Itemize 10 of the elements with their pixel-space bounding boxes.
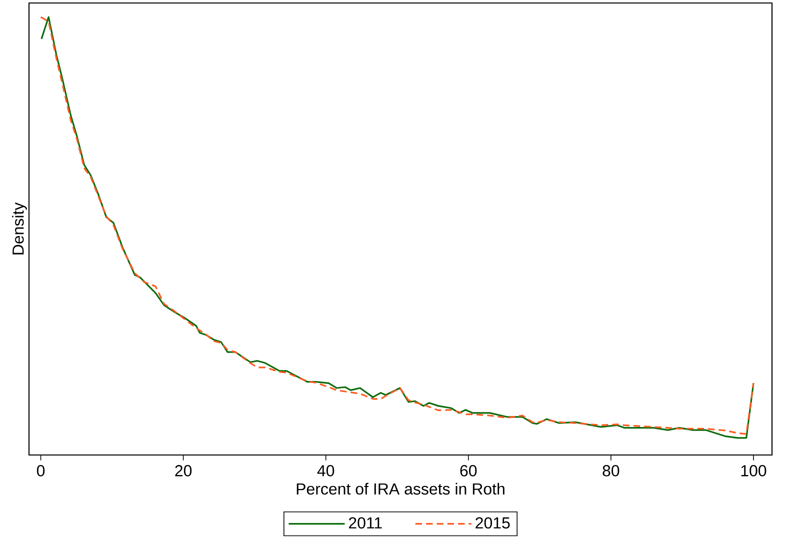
x-tick-label: 40 — [317, 465, 334, 476]
legend-label: 2011 — [348, 517, 382, 529]
y-axis-title: Density — [12, 202, 27, 254]
x-tick-label: 100 — [741, 465, 766, 476]
x-axis-title: Percent of IRA assets in Roth — [296, 482, 504, 495]
x-tick-label: 60 — [460, 465, 477, 476]
x-tick-label: 0 — [36, 465, 45, 476]
x-tick-label: 20 — [175, 465, 192, 476]
x-tick-label: 80 — [602, 465, 620, 476]
legend-label: 2015 — [476, 517, 510, 529]
